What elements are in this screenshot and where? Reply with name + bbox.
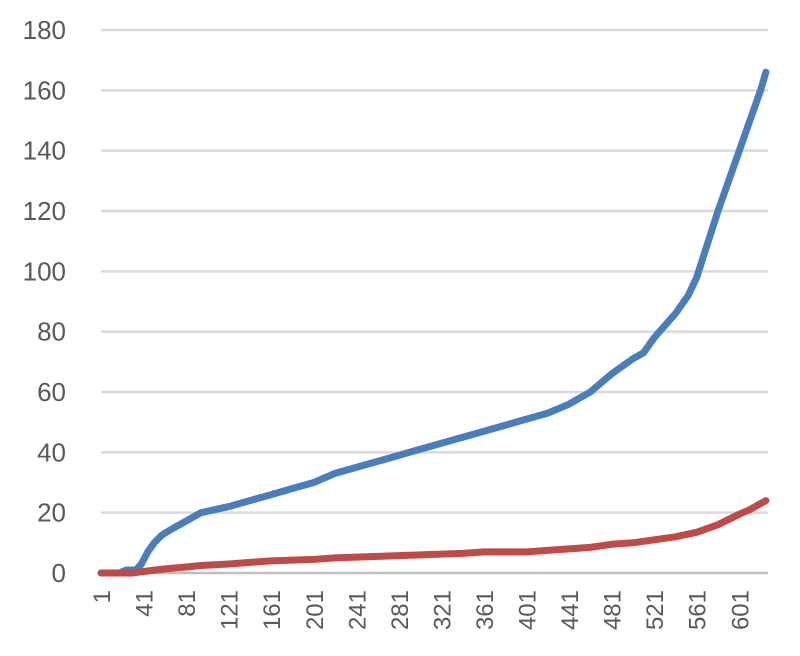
x-tick-label: 1 bbox=[89, 590, 116, 603]
x-tick-label: 121 bbox=[217, 590, 244, 630]
x-tick-label: 521 bbox=[642, 590, 669, 630]
x-tick-label: 561 bbox=[685, 590, 712, 630]
x-tick-label: 361 bbox=[472, 590, 499, 630]
y-tick-label: 40 bbox=[37, 437, 66, 467]
x-tick-label: 161 bbox=[259, 590, 286, 630]
x-tick-label: 401 bbox=[515, 590, 542, 630]
y-tick-label: 140 bbox=[23, 136, 66, 166]
x-tick-label: 201 bbox=[302, 590, 329, 630]
y-tick-label: 160 bbox=[23, 75, 66, 105]
y-tick-label: 120 bbox=[23, 196, 66, 226]
x-tick-label: 81 bbox=[174, 590, 201, 617]
x-axis-ticks: 1 41 81 121 161 201 241 281 321 361 401 441 481 521 56… bbox=[89, 590, 754, 630]
y-tick-label: 20 bbox=[37, 498, 66, 528]
x-tick-label: 241 bbox=[344, 590, 371, 630]
x-tick-label: 601 bbox=[727, 590, 754, 630]
x-tick-label: 41 bbox=[132, 590, 159, 617]
series-line-2 bbox=[97, 497, 770, 577]
y-axis-ticks: 0 20 40 60 80 100 120 140 160 180 bbox=[23, 15, 66, 588]
x-tick-label: 481 bbox=[600, 590, 627, 630]
x-tick-label: 281 bbox=[387, 590, 414, 630]
y-tick-label: 180 bbox=[23, 15, 66, 45]
gridlines bbox=[101, 28, 768, 514]
series-lines bbox=[97, 68, 770, 577]
y-tick-label: 100 bbox=[23, 256, 66, 286]
x-tick-label: 441 bbox=[557, 590, 584, 630]
y-tick-label: 60 bbox=[37, 377, 66, 407]
x-tick-label: 321 bbox=[429, 590, 456, 630]
y-tick-label: 80 bbox=[37, 317, 66, 347]
y-tick-label: 0 bbox=[52, 558, 66, 588]
series-line-1 bbox=[97, 68, 770, 577]
